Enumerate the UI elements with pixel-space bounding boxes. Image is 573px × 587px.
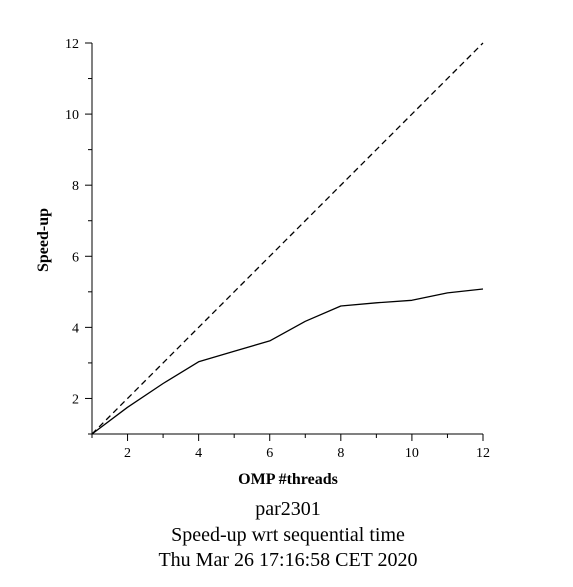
x-tick-label: 10 bbox=[405, 446, 419, 461]
plot-area bbox=[91, 42, 484, 435]
caption-description: Speed-up wrt sequential time bbox=[171, 524, 405, 546]
y-tick-label: 2 bbox=[72, 392, 79, 407]
x-tick-label: 2 bbox=[124, 446, 131, 461]
y-tick-label: 12 bbox=[65, 37, 79, 52]
x-axis-title: OMP #threads bbox=[238, 471, 338, 488]
x-tick-label: 4 bbox=[195, 446, 202, 461]
ideal-speedup-line bbox=[91, 42, 484, 435]
caption-machine: par2301 bbox=[255, 498, 321, 520]
y-tick-label: 10 bbox=[65, 108, 79, 123]
y-tick-label: 4 bbox=[72, 321, 79, 336]
caption-timestamp: Thu Mar 26 17:16:58 CET 2020 bbox=[158, 549, 417, 571]
y-tick-label: 6 bbox=[72, 250, 79, 265]
x-tick-label: 8 bbox=[337, 446, 344, 461]
measured-speedup-line bbox=[91, 288, 484, 435]
y-tick-label: 8 bbox=[72, 179, 79, 194]
x-tick-label: 12 bbox=[476, 446, 490, 461]
y-axis-title: Speed-up bbox=[35, 208, 52, 272]
axes: 2 4 6 8 10 12 2 4 6 8 10 12 bbox=[65, 37, 490, 461]
x-tick-label: 6 bbox=[266, 446, 273, 461]
